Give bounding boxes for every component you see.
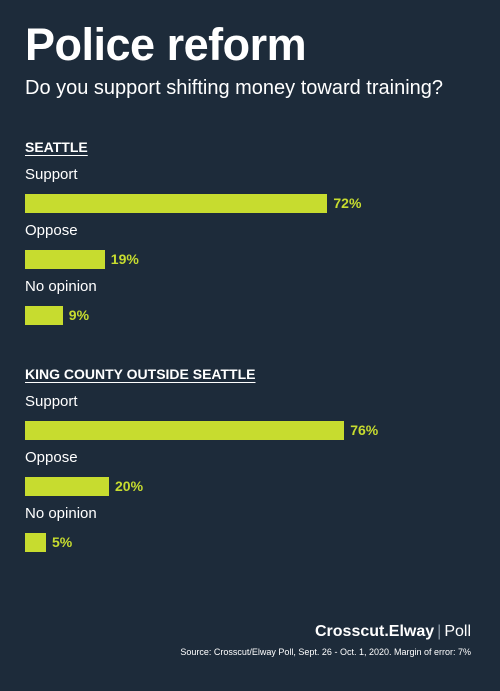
- brand-name: Crosscut.Elway: [315, 623, 435, 640]
- data-label: 5%: [52, 534, 73, 550]
- brand-separator: |: [437, 623, 442, 640]
- category-label: Support: [25, 393, 78, 410]
- chart-title: Police reform: [25, 19, 307, 70]
- data-label: 20%: [115, 478, 144, 494]
- chart-subtitle: Do you support shifting money toward tra…: [25, 77, 444, 99]
- bar: [25, 306, 63, 325]
- data-label: 9%: [68, 307, 90, 323]
- bar: [25, 421, 345, 440]
- category-label: Oppose: [25, 222, 78, 239]
- data-label: 76%: [350, 422, 379, 438]
- group-heading: SEATTLE: [25, 139, 88, 155]
- bar: [25, 250, 105, 269]
- bar: [25, 533, 46, 552]
- bar: [25, 477, 109, 496]
- category-label: No opinion: [25, 278, 97, 295]
- category-label: Support: [25, 166, 78, 183]
- bar: [25, 194, 328, 213]
- category-label: Oppose: [25, 449, 78, 466]
- group-heading: KING COUNTY OUTSIDE SEATTLE: [25, 366, 256, 382]
- brand-logo: Crosscut.Elway | Poll: [315, 621, 471, 643]
- category-label: No opinion: [25, 505, 97, 522]
- data-label: 19%: [110, 251, 139, 267]
- brand-suffix: Poll: [444, 623, 471, 640]
- source-note: Source: Crosscut/Elway Poll, Sept. 26 - …: [180, 647, 471, 657]
- data-label: 72%: [333, 195, 362, 211]
